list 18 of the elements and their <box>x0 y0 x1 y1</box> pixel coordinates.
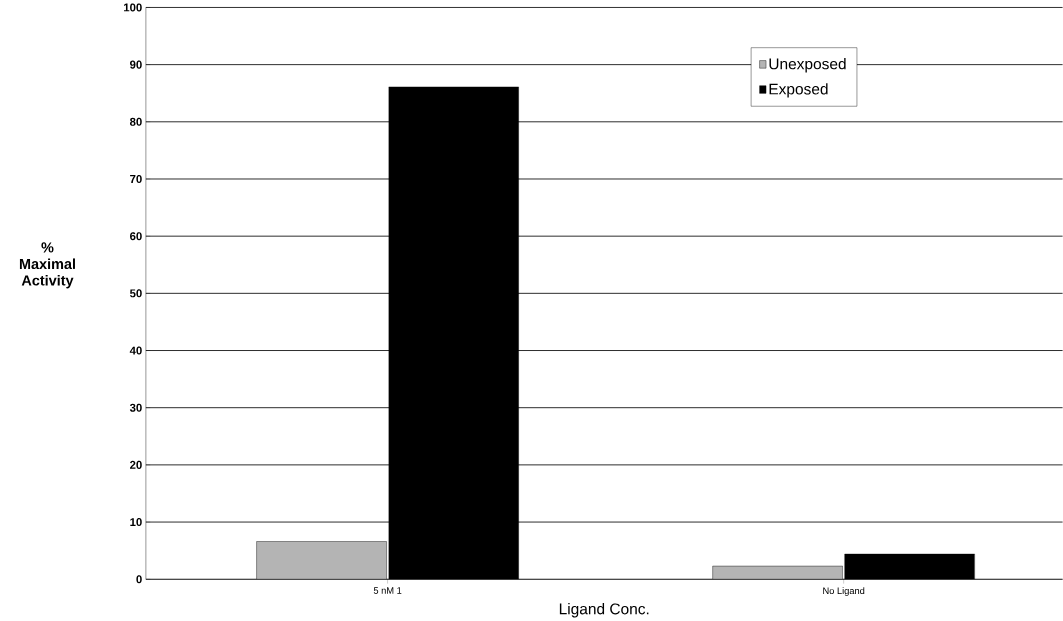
y-tick-label: 30 <box>129 403 142 412</box>
x-tick-label: No Ligand <box>823 587 865 596</box>
bar <box>256 541 387 580</box>
legend-label: Exposed <box>769 83 828 98</box>
y-tick-label: 50 <box>129 289 142 298</box>
x-tick-label: 5 nM 1 <box>373 587 402 594</box>
y-tick-label: 40 <box>129 346 142 355</box>
y-tick-label: 90 <box>130 60 142 69</box>
legend-label: Unexposed <box>769 58 846 73</box>
y-tick-label: 100 <box>124 3 142 12</box>
y-tick-label: 60 <box>130 232 142 241</box>
y-tick-label: 0 <box>136 575 142 584</box>
x-axis-title: Ligand Conc. <box>559 603 649 618</box>
y-axis-title: % Maximal Activity <box>19 242 75 289</box>
y-tick-label: 20 <box>130 460 142 469</box>
y-tick-label: 10 <box>130 518 142 527</box>
y-tick-label: 70 <box>130 175 142 184</box>
y-tick-label: 80 <box>129 117 142 126</box>
